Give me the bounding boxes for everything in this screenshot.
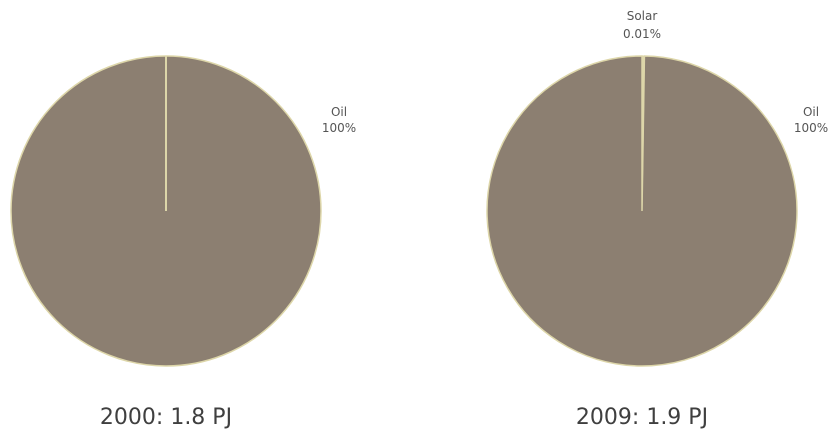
chart-caption-2009: 2009: 1.9 PJ	[576, 405, 708, 430]
slice-label-solar-name: Solar	[627, 9, 658, 23]
slice-label-oil-name: Oil	[803, 105, 819, 119]
chart-caption-2000: 2000: 1.8 PJ	[100, 405, 232, 430]
slice-label-oil-percent: 100%	[794, 121, 828, 135]
slice-label-solar-percent: 0.01%	[623, 27, 661, 41]
pie-slice-solar	[641, 55, 645, 212]
slice-label-oil-percent: 100%	[322, 121, 356, 135]
pie-chart-2000: Oil 100% 2000: 1.8 PJ	[10, 55, 356, 430]
pie-chart-2009: Solar 0.01% Oil 100% 2009: 1.9 PJ	[486, 9, 828, 430]
slice-label-oil-name: Oil	[331, 105, 347, 119]
